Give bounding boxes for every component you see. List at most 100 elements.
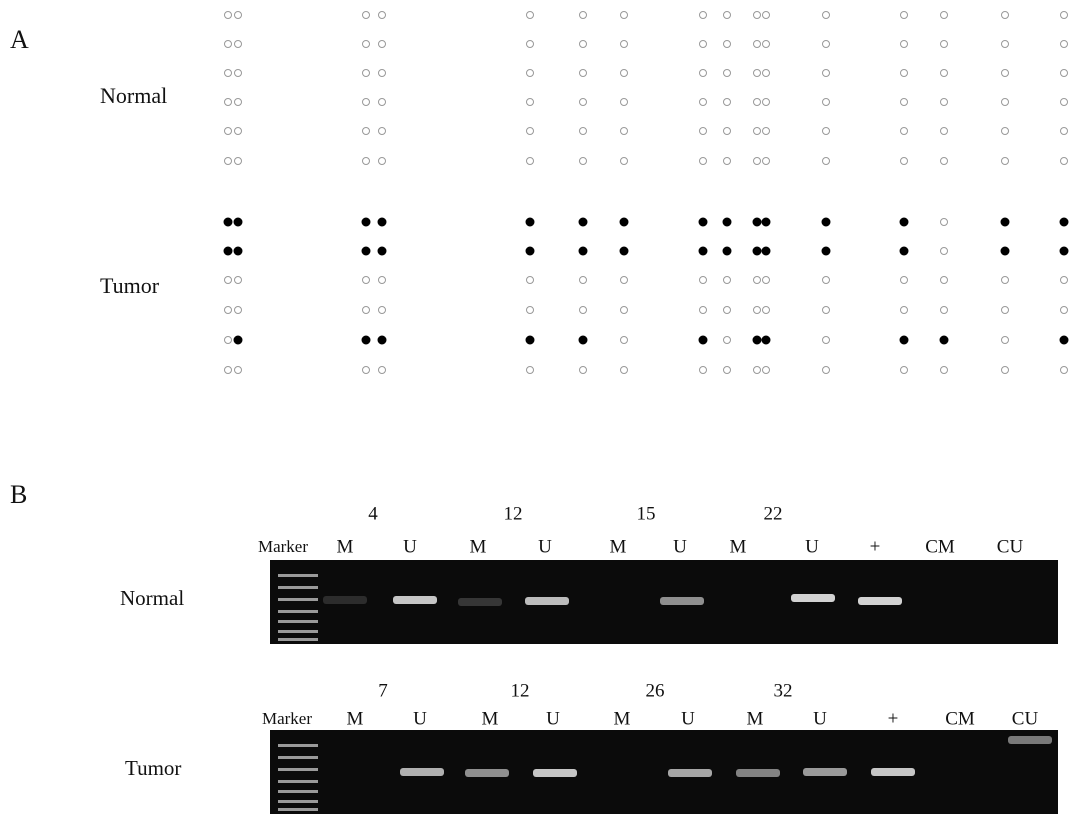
methylation-dot	[762, 218, 770, 226]
methylation-dot	[700, 277, 707, 284]
methylation-dot	[753, 336, 761, 344]
methylation-dot	[901, 41, 908, 48]
methylation-dot	[1061, 128, 1068, 135]
lane-label: CM	[925, 536, 955, 557]
gel-band	[791, 594, 835, 602]
methylation-dot	[753, 247, 761, 255]
methylation-dot	[823, 12, 830, 19]
methylation-dot	[235, 367, 242, 374]
gel-band	[660, 597, 704, 605]
lane-label: U	[813, 708, 827, 729]
methylation-dot	[363, 70, 370, 77]
methylation-dot	[1002, 99, 1009, 106]
methylation-dot	[724, 158, 731, 165]
methylation-dot	[621, 12, 628, 19]
sample-number: 4	[368, 503, 378, 524]
panel-label: A	[10, 25, 29, 54]
methylation-dot	[526, 247, 534, 255]
methylation-dot	[754, 158, 761, 165]
methylation-dot	[724, 41, 731, 48]
marker-band	[278, 768, 318, 771]
marker-band	[278, 638, 318, 641]
lane-label: Marker	[262, 709, 312, 728]
methylation-dot	[901, 277, 908, 284]
methylation-dot	[941, 248, 948, 255]
methylation-dot	[379, 277, 386, 284]
methylation-dot	[941, 219, 948, 226]
methylation-dot	[621, 41, 628, 48]
methylation-dot	[754, 277, 761, 284]
methylation-dot	[1061, 12, 1068, 19]
methylation-dot	[1061, 70, 1068, 77]
methylation-dot	[1060, 336, 1068, 344]
methylation-dot	[822, 247, 830, 255]
methylation-dot	[1002, 277, 1009, 284]
methylation-dot	[901, 367, 908, 374]
methylation-dot	[763, 12, 770, 19]
methylation-dot	[724, 99, 731, 106]
methylation-dot	[363, 41, 370, 48]
methylation-dot	[901, 128, 908, 135]
lane-label: M	[482, 708, 499, 729]
gel-image	[270, 730, 1058, 814]
methylation-dot	[724, 277, 731, 284]
methylation-dot	[579, 336, 587, 344]
methylation-dot	[762, 336, 770, 344]
methylation-dot	[362, 247, 370, 255]
methylation-dot	[901, 70, 908, 77]
gel-band	[458, 598, 502, 606]
methylation-dot	[754, 70, 761, 77]
methylation-dot	[1002, 41, 1009, 48]
methylation-dot	[362, 218, 370, 226]
methylation-dot	[235, 70, 242, 77]
methylation-dot	[580, 70, 587, 77]
methylation-dot	[621, 158, 628, 165]
methylation-dot	[235, 307, 242, 314]
methylation-dot	[363, 128, 370, 135]
methylation-dot	[621, 367, 628, 374]
methylation-dot	[580, 158, 587, 165]
lane-label: M	[337, 536, 354, 557]
lane-label: M	[470, 536, 487, 557]
methylation-dot	[724, 12, 731, 19]
gel-band	[533, 769, 577, 777]
methylation-dot	[379, 99, 386, 106]
methylation-dot	[823, 307, 830, 314]
methylation-dot	[901, 99, 908, 106]
methylation-dot	[823, 158, 830, 165]
methylation-dot	[378, 247, 386, 255]
marker-band	[278, 800, 318, 803]
methylation-dot	[363, 367, 370, 374]
methylation-dot	[235, 128, 242, 135]
methylation-dot	[527, 70, 534, 77]
methylation-dot	[225, 99, 232, 106]
methylation-dot	[527, 367, 534, 374]
methylation-dot	[700, 41, 707, 48]
methylation-dot	[527, 158, 534, 165]
methylation-dot	[699, 247, 707, 255]
methylation-dot	[1060, 247, 1068, 255]
methylation-dot	[621, 99, 628, 106]
methylation-dot	[699, 336, 707, 344]
marker-band	[278, 610, 318, 613]
methylation-dot	[754, 12, 761, 19]
methylation-dot	[901, 12, 908, 19]
marker-band	[278, 790, 318, 793]
methylation-dot	[763, 41, 770, 48]
marker-band	[278, 780, 318, 783]
methylation-dot	[379, 307, 386, 314]
methylation-dot	[724, 307, 731, 314]
methylation-dot	[527, 41, 534, 48]
methylation-dot	[1002, 367, 1009, 374]
methylation-dot	[754, 99, 761, 106]
methylation-dot	[1060, 218, 1068, 226]
methylation-dot	[579, 218, 587, 226]
methylation-dot	[621, 128, 628, 135]
methylation-dot	[700, 12, 707, 19]
gel-band	[393, 596, 437, 604]
methylation-dot	[580, 128, 587, 135]
lane-label: CU	[1012, 708, 1039, 729]
sample-number: 12	[511, 680, 530, 701]
methylation-dot	[724, 367, 731, 374]
lane-label: Marker	[258, 537, 308, 556]
